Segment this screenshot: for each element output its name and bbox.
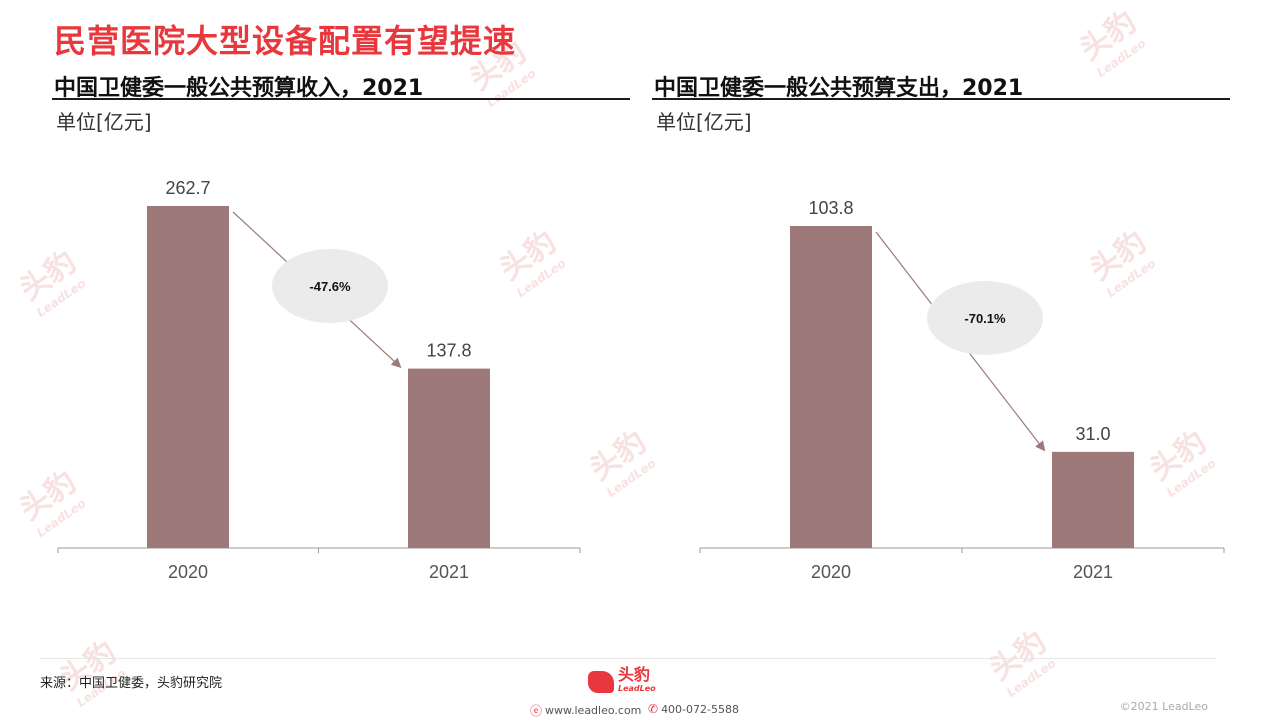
change-bubble (272, 249, 388, 323)
title-underline (652, 98, 1230, 100)
data-label: 137.8 (426, 341, 471, 361)
bar-2021 (1052, 451, 1134, 548)
unit-label-revenue: 单位[亿元] (56, 110, 152, 134)
phone-icon: ✆ (648, 702, 659, 716)
chart-title-revenue: 中国卫健委一般公共预算收入，2021 (54, 76, 424, 101)
unit-label-expenditure: 单位[亿元] (656, 110, 752, 134)
x-tick-label: 2021 (1073, 562, 1113, 582)
website-link[interactable]: ⓔ www.leadleo.com (530, 704, 642, 718)
phone-contact: ✆ 400-072-5588 (648, 702, 739, 716)
copyright-text: ©2021 LeadLeo (1119, 700, 1208, 713)
data-label: 103.8 (808, 198, 853, 218)
browser-icon: ⓔ (530, 704, 543, 718)
change-bubble (927, 281, 1043, 355)
change-label: -70.1% (964, 311, 1006, 326)
data-label: 262.7 (165, 178, 210, 198)
chart-title-expenditure: 中国卫健委一般公共预算支出，2021 (654, 76, 1024, 101)
bar-2020 (790, 226, 872, 548)
title-underline (52, 98, 630, 100)
x-tick-label: 2020 (811, 562, 851, 582)
bar-2020 (147, 206, 229, 548)
x-tick-label: 2020 (168, 562, 208, 582)
source-note: 来源：中国卫健委，头豹研究院 (40, 676, 223, 691)
leopard-icon (588, 671, 614, 693)
footer-divider (40, 658, 1216, 659)
x-tick-label: 2021 (429, 562, 469, 582)
leadleo-logo: 头豹 LeadLeo (588, 667, 656, 696)
page-title: 民营医院大型设备配置有望提速 (54, 22, 517, 60)
bar-2021 (408, 368, 490, 548)
change-label: -47.6% (309, 279, 351, 294)
data-label: 31.0 (1075, 424, 1110, 444)
